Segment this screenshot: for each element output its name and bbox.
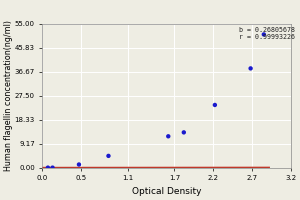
Point xyxy=(248,67,253,70)
X-axis label: Optical Density: Optical Density xyxy=(132,187,202,196)
Point xyxy=(76,163,81,166)
Point xyxy=(166,135,171,138)
Point xyxy=(106,154,111,157)
Point xyxy=(50,166,55,169)
Point xyxy=(212,103,217,107)
Point xyxy=(182,131,186,134)
Y-axis label: Human flagellin concentration(ng/ml): Human flagellin concentration(ng/ml) xyxy=(4,20,13,171)
Point xyxy=(46,166,50,169)
Point xyxy=(261,33,266,36)
Text: b = 0.26805678
r = 0.99993226: b = 0.26805678 r = 0.99993226 xyxy=(239,27,295,40)
